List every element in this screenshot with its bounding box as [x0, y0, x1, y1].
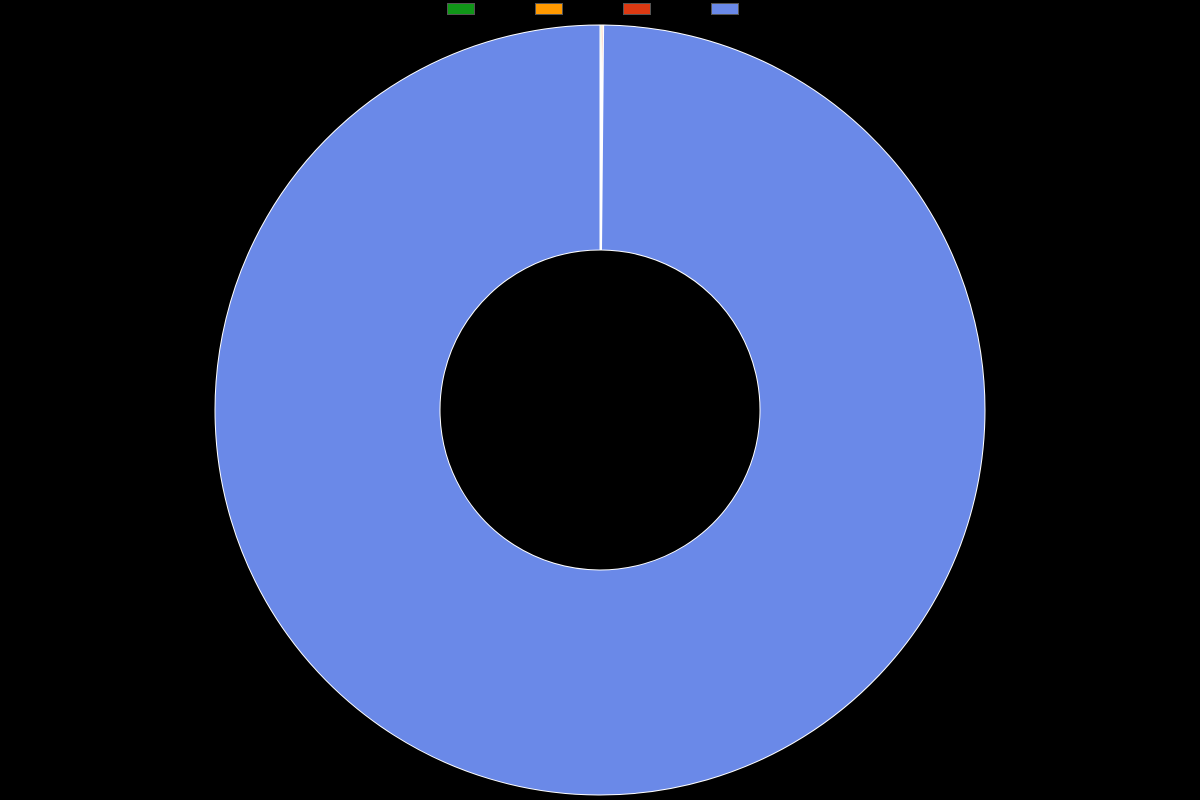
chart-canvas	[0, 0, 1200, 800]
donut-chart	[0, 0, 1200, 800]
donut-slice-3[interactable]	[215, 25, 985, 795]
